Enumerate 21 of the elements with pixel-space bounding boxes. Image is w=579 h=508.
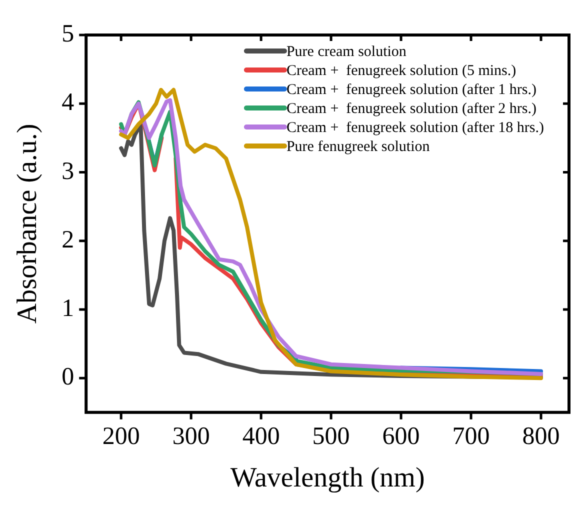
legend-label: Pure fenugreek solution bbox=[286, 138, 430, 155]
legend-label: Cream + fenugreek solution (after 2 hrs.) bbox=[286, 100, 537, 117]
legend-label: Cream + fenugreek solution (after 1 hrs.) bbox=[286, 82, 537, 98]
legend-label: Cream + fenugreek solution (5 mins.) bbox=[286, 62, 516, 79]
x-tick-label: 800 bbox=[522, 422, 560, 450]
legend-label: Cream + fenugreek solution (after 18 hrs.) bbox=[286, 120, 544, 136]
y-tick-label: 4 bbox=[62, 89, 75, 116]
x-axis-title: Wavelength (nm) bbox=[230, 462, 425, 494]
x-tick-label: 300 bbox=[172, 422, 210, 450]
x-tick-label: 400 bbox=[242, 422, 280, 450]
x-tick-label: 700 bbox=[452, 422, 490, 450]
y-tick-label: 3 bbox=[62, 158, 74, 185]
x-tick-label: 600 bbox=[382, 422, 420, 450]
y-tick-label: 0 bbox=[62, 364, 74, 391]
y-tick-label: 1 bbox=[62, 295, 74, 322]
y-axis-title: Absorbance (a.u.) bbox=[12, 124, 44, 324]
x-tick-label: 500 bbox=[312, 422, 350, 450]
y-tick-label: 2 bbox=[62, 226, 74, 254]
x-tick-label: 200 bbox=[102, 422, 140, 450]
y-tick-label: 5 bbox=[62, 20, 74, 48]
legend-label: Pure cream solution bbox=[286, 44, 407, 60]
